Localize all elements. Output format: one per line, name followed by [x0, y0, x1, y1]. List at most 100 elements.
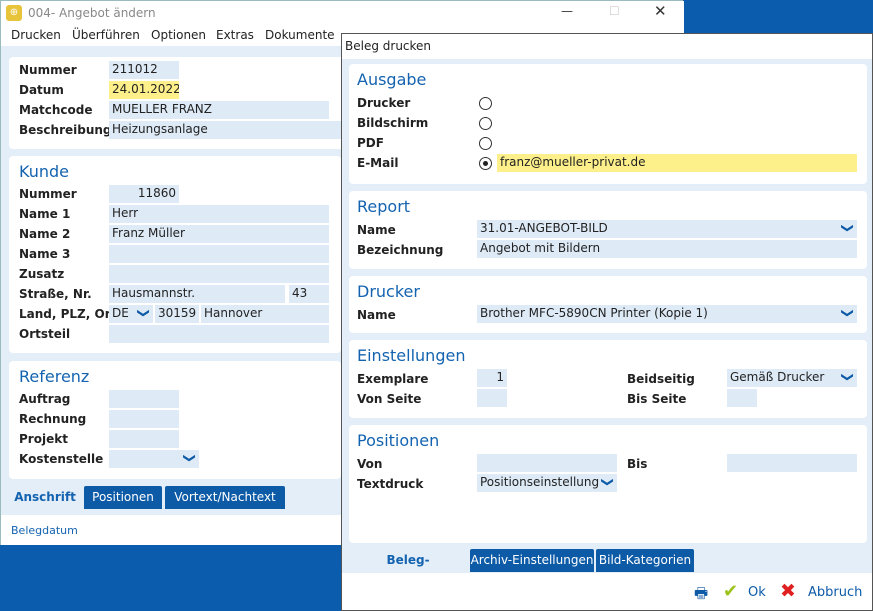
name1-field[interactable]: Herr — [109, 205, 329, 223]
close-button[interactable]: ✕ — [654, 2, 667, 20]
report-name-value: 31.01-ANGEBOT-BILD — [480, 221, 608, 235]
datum-field[interactable]: 24.01.2022 — [109, 81, 179, 99]
beidseitig-label: Beidseitig — [627, 372, 695, 386]
pdf-radio[interactable] — [479, 137, 492, 150]
pos-von-field[interactable] — [477, 454, 617, 472]
report-name-select[interactable]: 31.01-ANGEBOT-BILD ❯ — [477, 220, 857, 238]
kunde-nummer-field[interactable]: 11860 — [109, 185, 179, 203]
tab-bild-kategorien[interactable]: Bild-Kategorien — [596, 549, 694, 572]
chevron-down-icon: ❯ — [600, 476, 615, 488]
referenz-panel: Referenz Auftrag Rechnung Projekt Kosten… — [9, 361, 341, 479]
drucker-heading: Drucker — [357, 282, 420, 301]
name2-field[interactable]: Franz Müller — [109, 225, 329, 243]
beidseitig-value: Gemäß Drucker — [730, 370, 825, 384]
bildschirm-radio[interactable] — [479, 117, 492, 130]
belegdatum-label: Belegdatum — [11, 524, 78, 537]
checkmark-icon: ✔ — [723, 581, 739, 602]
beleg-drucken-dialog: Beleg drucken Ausgabe Drucker Bildschirm… — [341, 33, 873, 611]
land-value: DE — [112, 306, 129, 320]
tab-positionen[interactable]: Positionen — [84, 486, 162, 509]
bezeichnung-label: Bezeichnung — [357, 243, 444, 257]
nummer-field[interactable]: 211012 — [109, 61, 179, 79]
ort-field[interactable]: Hannover — [201, 305, 329, 323]
beidseitig-select[interactable]: Gemäß Drucker ❯ — [727, 369, 857, 387]
kostenstelle-select[interactable]: ❯ — [109, 450, 199, 468]
email-field[interactable]: franz@mueller-privat.de — [497, 154, 857, 172]
drucker-radio[interactable] — [479, 97, 492, 110]
ortsteil-field[interactable] — [109, 325, 329, 343]
tab-beleg-einstellungen[interactable]: Beleg-Einstellungen — [348, 549, 468, 589]
chevron-down-icon: ❯ — [840, 307, 855, 319]
textdruck-value: Positionseinstellung — [480, 475, 600, 489]
drucker-name-select[interactable]: Brother MFC-5890CN Printer (Kopie 1) ❯ — [477, 305, 857, 323]
name3-field[interactable] — [109, 245, 329, 263]
name2-label: Name 2 — [19, 227, 71, 241]
name1-label: Name 1 — [19, 207, 71, 221]
tab-archiv-einstellungen[interactable]: Archiv-Einstellungen — [470, 549, 594, 572]
pos-von-label: Von — [357, 457, 383, 471]
menu-optionen[interactable]: Optionen — [151, 28, 207, 42]
land-select[interactable]: DE ❯ — [109, 305, 153, 323]
einstellungen-heading: Einstellungen — [357, 346, 466, 365]
drucker-option-label: Drucker — [357, 96, 411, 110]
pos-bis-label: Bis — [627, 457, 648, 471]
ok-button[interactable]: Ok — [748, 585, 766, 600]
hausnr-field[interactable]: 43 — [289, 285, 329, 303]
name3-label: Name 3 — [19, 247, 71, 261]
dialog-title: Beleg drucken — [345, 39, 432, 53]
ortsteil-label: Ortsteil — [19, 327, 71, 341]
chevron-down-icon: ❯ — [840, 371, 855, 383]
report-heading: Report — [357, 197, 411, 216]
menu-drucken[interactable]: Drucken — [11, 28, 61, 42]
matchcode-field[interactable]: MUELLER FRANZ — [109, 101, 329, 119]
window-title: 004- Angebot ändern — [28, 6, 156, 20]
ausgabe-panel: Ausgabe Drucker Bildschirm PDF E-Mail fr… — [349, 64, 867, 184]
projekt-label: Projekt — [19, 432, 68, 446]
menu-ueberfuehren[interactable]: Überführen — [72, 28, 140, 42]
projekt-field[interactable] — [109, 430, 179, 448]
von-seite-field[interactable] — [477, 389, 507, 407]
email-radio[interactable] — [479, 157, 492, 170]
positionen-heading: Positionen — [357, 431, 440, 450]
einstellungen-panel: Einstellungen Exemplare 1 Von Seite Beid… — [349, 340, 867, 418]
beschreibung-label: Beschreibung — [19, 123, 112, 137]
tab-anschrift[interactable]: Anschrift — [9, 486, 81, 509]
bis-seite-field[interactable] — [727, 389, 757, 407]
auftrag-field[interactable] — [109, 390, 179, 408]
chevron-down-icon: ❯ — [840, 222, 855, 234]
matchcode-label: Matchcode — [19, 103, 93, 117]
exemplare-label: Exemplare — [357, 372, 429, 386]
kunde-panel: Kunde Nummer 11860 Name 1 Herr Name 2 Fr… — [9, 156, 341, 353]
header-panel: Nummer 211012 Datum 24.01.2022 Matchcode… — [9, 57, 349, 149]
datum-label: Datum — [19, 83, 64, 97]
bezeichnung-field[interactable]: Angebot mit Bildern — [477, 240, 857, 258]
referenz-heading: Referenz — [19, 367, 90, 386]
zusatz-label: Zusatz — [19, 267, 65, 281]
bis-seite-label: Bis Seite — [627, 392, 687, 406]
drucker-name-value: Brother MFC-5890CN Printer (Kopie 1) — [480, 306, 708, 320]
textdruck-label: Textdruck — [357, 477, 424, 491]
menu-extras[interactable]: Extras — [216, 28, 254, 42]
email-option-label: E-Mail — [357, 156, 399, 170]
maximize-button[interactable]: ☐ — [609, 4, 620, 18]
ausgabe-heading: Ausgabe — [357, 70, 427, 89]
beschreibung-field[interactable]: Heizungsanlage — [109, 121, 349, 139]
minimize-button[interactable]: — — [561, 4, 573, 18]
tab-vortext[interactable]: Vortext/Nachtext — [165, 486, 285, 509]
textdruck-select[interactable]: Positionseinstellung ❯ — [477, 474, 617, 492]
printer-settings-icon[interactable]: 🖶 — [694, 584, 709, 602]
menu-dokumente[interactable]: Dokumente — [265, 28, 335, 42]
abbruch-button[interactable]: Abbruch — [808, 585, 863, 600]
plz-field[interactable]: 30159 — [155, 305, 199, 323]
chevron-down-icon: ❯ — [182, 452, 197, 464]
app-logo-icon: ⊕ — [6, 5, 22, 21]
kunde-nummer-label: Nummer — [19, 187, 77, 201]
kostenstelle-label: Kostenstelle — [19, 452, 104, 466]
dialog-footer: 🖶 ✔ Ok ✖ Abbruch — [342, 573, 872, 610]
pos-bis-field[interactable] — [727, 454, 857, 472]
strasse-field[interactable]: Hausmannstr. — [109, 285, 285, 303]
positionen-panel: Positionen Von Bis Textdruck Positionsei… — [349, 425, 867, 543]
exemplare-field[interactable]: 1 — [477, 369, 507, 387]
zusatz-field[interactable] — [109, 265, 329, 283]
rechnung-field[interactable] — [109, 410, 179, 428]
